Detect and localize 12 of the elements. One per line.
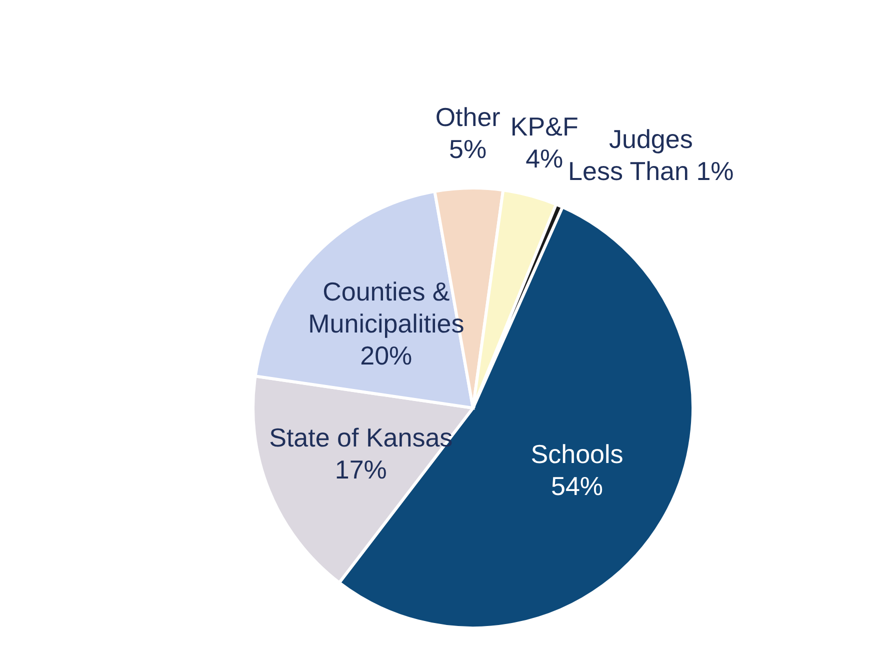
data-label: 5% [449, 134, 487, 164]
slice-label: Schools [530, 438, 624, 469]
slice-label: KP&F [510, 111, 578, 142]
data-label: 54% [551, 470, 604, 501]
slice-label: Judges [608, 124, 693, 154]
slice-label: Other [435, 102, 501, 132]
slice-label: State of Kansas [269, 422, 453, 453]
data-label: Less Than 1% [568, 156, 734, 186]
slice-label: Counties & Municipalities [308, 276, 464, 339]
data-label: 4% [526, 143, 564, 174]
data-label: 20% [360, 340, 412, 371]
data-label: 17% [334, 454, 387, 485]
